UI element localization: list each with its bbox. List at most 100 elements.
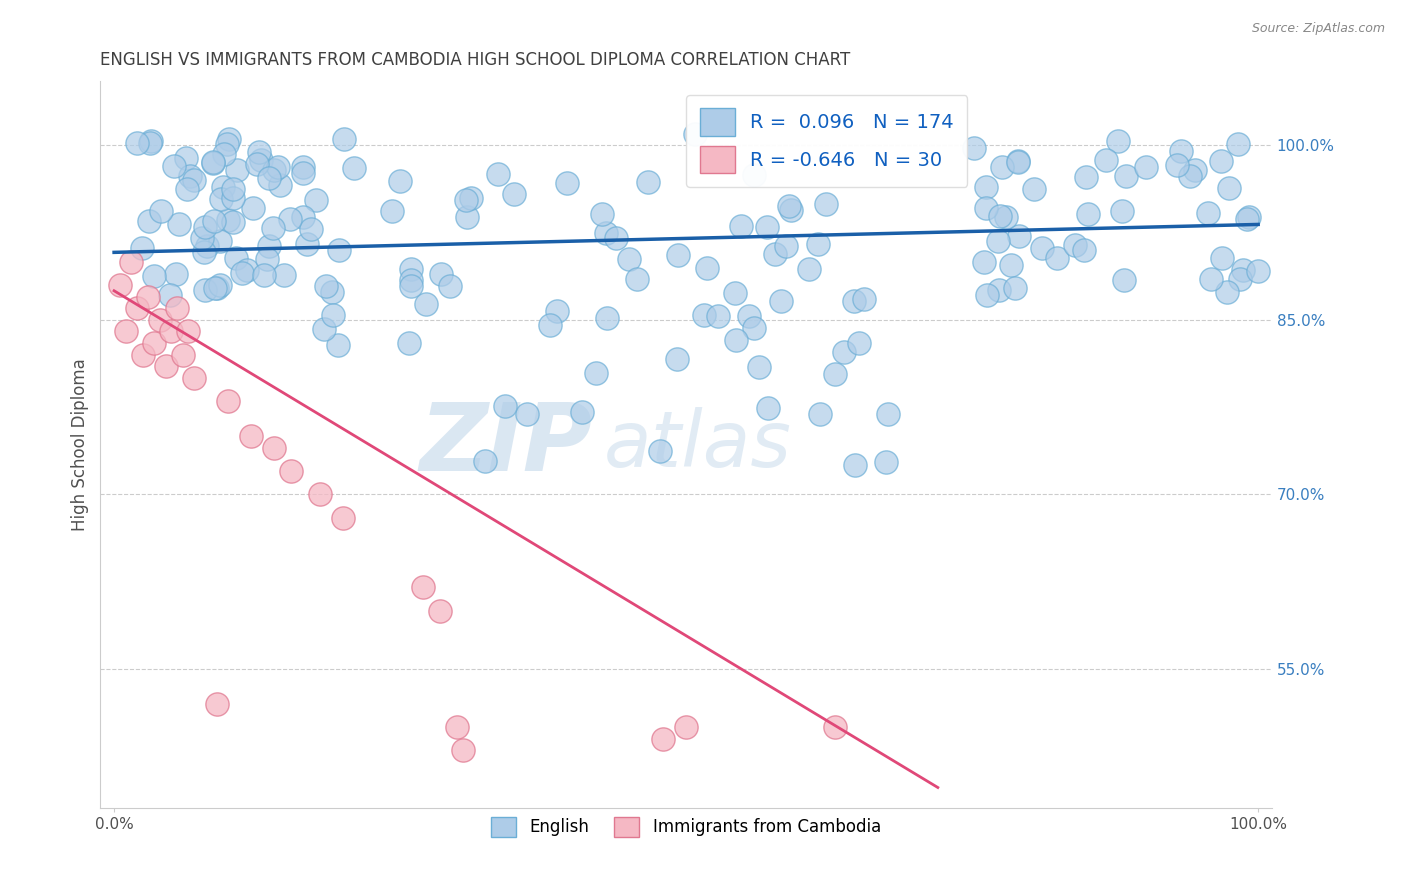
Point bbox=[305, 193, 328, 207]
Point bbox=[991, 161, 1014, 175]
Point bbox=[292, 160, 315, 174]
Point bbox=[139, 136, 162, 150]
Point bbox=[446, 720, 468, 734]
Point bbox=[1247, 264, 1270, 278]
Point bbox=[763, 247, 786, 261]
Point bbox=[218, 132, 240, 146]
Point bbox=[1229, 271, 1251, 285]
Point bbox=[675, 720, 697, 734]
Point bbox=[666, 351, 689, 366]
Point bbox=[139, 134, 162, 148]
Point bbox=[963, 141, 986, 155]
Point bbox=[143, 336, 166, 351]
Point bbox=[744, 168, 766, 182]
Point bbox=[242, 202, 264, 216]
Point bbox=[808, 407, 831, 421]
Point bbox=[429, 267, 451, 281]
Point bbox=[183, 173, 205, 187]
Point bbox=[876, 407, 898, 421]
Legend: English, Immigrants from Cambodia: English, Immigrants from Cambodia bbox=[485, 810, 887, 844]
Point bbox=[725, 333, 748, 347]
Point bbox=[617, 252, 640, 267]
Point bbox=[696, 261, 718, 276]
Point bbox=[474, 453, 496, 467]
Point bbox=[824, 720, 846, 734]
Point bbox=[155, 359, 177, 374]
Point bbox=[226, 163, 249, 178]
Point bbox=[389, 174, 412, 188]
Point bbox=[190, 231, 212, 245]
Point bbox=[748, 359, 770, 374]
Point bbox=[315, 279, 337, 293]
Point bbox=[1095, 153, 1118, 167]
Point bbox=[1236, 211, 1258, 226]
Point bbox=[1111, 204, 1133, 219]
Point bbox=[167, 217, 190, 231]
Point bbox=[321, 285, 343, 300]
Point bbox=[218, 394, 240, 409]
Point bbox=[571, 405, 593, 419]
Point bbox=[546, 303, 568, 318]
Point bbox=[259, 239, 281, 253]
Point bbox=[454, 193, 477, 207]
Point bbox=[1076, 169, 1098, 184]
Point bbox=[263, 162, 285, 177]
Point bbox=[429, 604, 451, 618]
Point bbox=[780, 202, 803, 217]
Point bbox=[160, 325, 183, 339]
Point bbox=[399, 279, 422, 293]
Point bbox=[1063, 238, 1085, 252]
Point bbox=[824, 367, 846, 381]
Point bbox=[853, 292, 876, 306]
Point bbox=[730, 219, 752, 234]
Point bbox=[976, 288, 998, 302]
Point bbox=[439, 278, 461, 293]
Point bbox=[222, 214, 245, 228]
Text: atlas: atlas bbox=[605, 407, 792, 483]
Point bbox=[263, 441, 285, 455]
Point bbox=[328, 243, 350, 257]
Point bbox=[159, 288, 181, 302]
Text: ZIP: ZIP bbox=[419, 399, 592, 491]
Point bbox=[138, 214, 160, 228]
Point bbox=[974, 201, 997, 215]
Point bbox=[208, 234, 231, 248]
Text: ENGLISH VS IMMIGRANTS FROM CAMBODIA HIGH SCHOOL DIPLOMA CORRELATION CHART: ENGLISH VS IMMIGRANTS FROM CAMBODIA HIGH… bbox=[100, 51, 851, 69]
Point bbox=[163, 159, 186, 173]
Point bbox=[516, 407, 538, 421]
Point bbox=[1107, 135, 1129, 149]
Point bbox=[1232, 262, 1254, 277]
Point bbox=[707, 309, 730, 323]
Point bbox=[555, 176, 578, 190]
Point bbox=[494, 400, 516, 414]
Point bbox=[201, 154, 224, 169]
Point bbox=[1008, 228, 1031, 243]
Point bbox=[221, 191, 243, 205]
Point bbox=[1135, 161, 1157, 175]
Point bbox=[1180, 169, 1202, 183]
Point bbox=[217, 212, 239, 227]
Point bbox=[987, 234, 1010, 248]
Point bbox=[797, 262, 820, 277]
Point bbox=[299, 222, 322, 236]
Point bbox=[1211, 251, 1233, 265]
Point bbox=[194, 283, 217, 297]
Point bbox=[398, 335, 420, 350]
Point bbox=[875, 455, 897, 469]
Point bbox=[1000, 258, 1022, 272]
Point bbox=[814, 197, 837, 211]
Point bbox=[165, 267, 187, 281]
Point bbox=[194, 219, 217, 234]
Point bbox=[322, 309, 344, 323]
Point bbox=[637, 176, 659, 190]
Point bbox=[208, 278, 231, 293]
Point bbox=[595, 227, 617, 241]
Point bbox=[1166, 158, 1188, 172]
Point bbox=[648, 443, 671, 458]
Point bbox=[769, 294, 792, 309]
Point bbox=[451, 743, 474, 757]
Point bbox=[131, 348, 153, 362]
Point bbox=[149, 313, 172, 327]
Point bbox=[273, 268, 295, 283]
Point bbox=[204, 280, 226, 294]
